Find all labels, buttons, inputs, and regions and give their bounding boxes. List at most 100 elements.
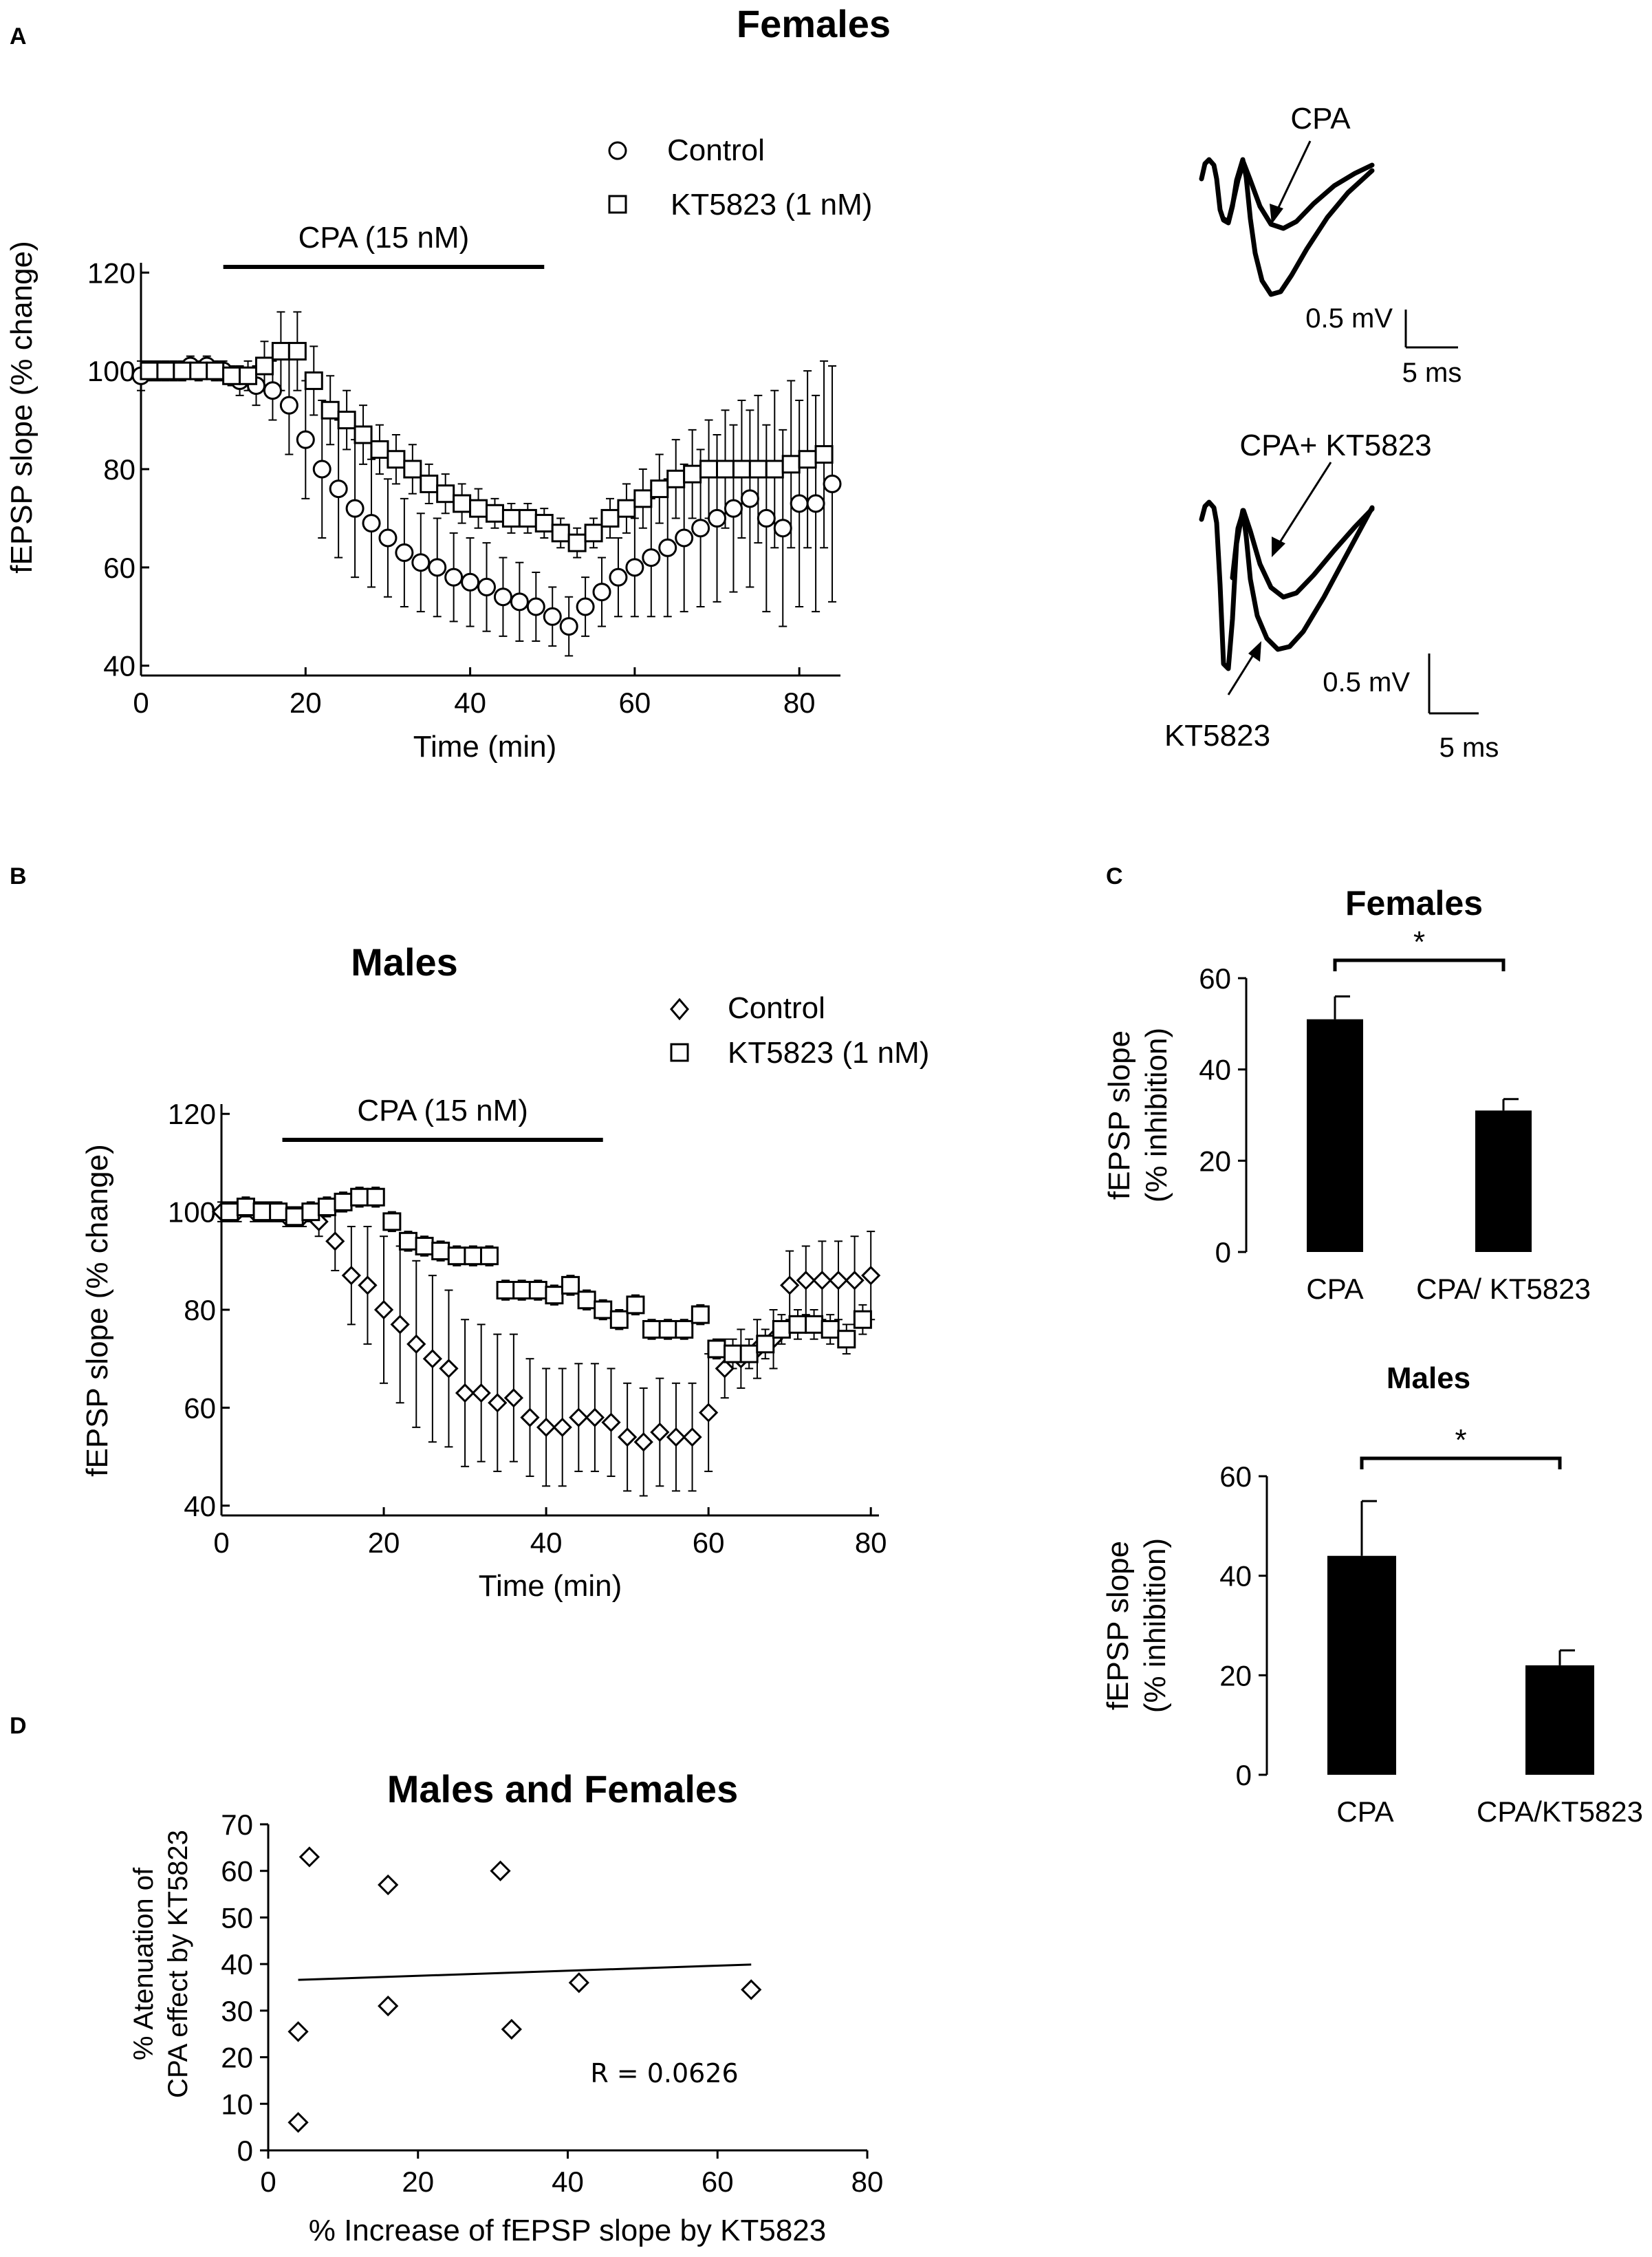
- data-point-square: [739, 1344, 759, 1363]
- trace-kt5823-bottom: [1199, 499, 1375, 671]
- panel-c-females-chart: Females 0 20 40 60 CPA CPA/ KT5823 * fEPSP s…: [1102, 884, 1591, 1305]
- data-point-square: [798, 450, 817, 469]
- data-points: [211, 1187, 881, 1452]
- data-point-square: [805, 1315, 824, 1334]
- legend-label-control: Control: [728, 991, 825, 1025]
- data-point-circle: [691, 519, 710, 538]
- error-bars: [137, 311, 837, 657]
- data-point-square: [431, 1242, 450, 1261]
- scale-label-time-top: 5 ms: [1402, 358, 1462, 388]
- data-point-square: [464, 1246, 483, 1266]
- y-tick-label: 80: [103, 453, 135, 486]
- y-tick-label: 40: [1199, 1054, 1231, 1086]
- data-point-circle: [724, 499, 743, 518]
- y-tick-label: 60: [1199, 962, 1231, 995]
- panel-letter-d: D: [10, 1713, 27, 1739]
- data-point-square: [354, 425, 373, 444]
- treatment-label: CPA (15 nM): [357, 1094, 528, 1127]
- data-point-circle: [790, 494, 809, 513]
- data-point-diamond: [536, 1417, 556, 1437]
- panel-a-chart: Females Control KT5823 (1 nM) 0 20 40 60 80 4…: [5, 2, 891, 764]
- y-tick-label: 40: [184, 1490, 216, 1522]
- data-point-circle: [263, 381, 282, 400]
- data-point-diamond: [585, 1407, 605, 1427]
- data-point-square: [781, 455, 801, 474]
- data-point-square: [691, 1305, 710, 1324]
- data-point-circle: [708, 508, 727, 528]
- data-point-square: [398, 1231, 417, 1251]
- data-point-square: [814, 445, 834, 464]
- category-label: CPA: [1336, 1795, 1393, 1828]
- x-axis-label: % Increase of fEPSP slope by KT5823: [309, 2214, 827, 2247]
- data-point-circle: [592, 583, 611, 602]
- data-point-square: [370, 440, 389, 459]
- data-point-diamond: [699, 1403, 719, 1423]
- x-axis-label: Time (min): [413, 730, 557, 764]
- y-tick-label: 70: [221, 1808, 253, 1841]
- axes: [220, 1104, 879, 1517]
- data-point-diamond: [501, 2018, 522, 2040]
- ticks: 0 20 40 60 80 40 60 80 100 120: [168, 1098, 887, 1559]
- x-tick-label: 60: [702, 2166, 734, 2198]
- data-point-circle: [625, 558, 644, 577]
- data-point-square: [545, 1286, 564, 1305]
- data-point-diamond: [471, 1383, 491, 1403]
- data-point-circle: [823, 474, 842, 493]
- bar: [1525, 1665, 1594, 1775]
- data-point-square: [837, 1330, 856, 1349]
- data-point-square: [479, 1246, 499, 1266]
- data-point-square: [220, 1202, 239, 1222]
- data-point-diamond: [552, 1417, 572, 1437]
- treatment-bar: CPA (15 nM): [282, 1094, 603, 1142]
- data-point-circle: [378, 528, 398, 548]
- data-point-square: [350, 1187, 369, 1207]
- data-point-circle: [395, 543, 414, 562]
- data-point-circle: [477, 577, 497, 596]
- chart-title: Males and Females: [387, 1767, 738, 1811]
- data-point-diamond: [601, 1412, 621, 1432]
- annotation-cpa: CPA: [1290, 102, 1351, 136]
- x-tick-label: 60: [619, 687, 651, 719]
- data-point-circle: [757, 508, 776, 528]
- data-point-circle: [461, 572, 480, 592]
- data-point-circle: [642, 548, 661, 568]
- data-point-square: [140, 361, 159, 380]
- x-tick-label: 20: [402, 2166, 434, 2198]
- treatment-bar: CPA (15 nM): [223, 221, 545, 269]
- data-point-diamond: [828, 1271, 849, 1291]
- data-point-square: [617, 499, 636, 518]
- data-point-diamond: [845, 1271, 865, 1291]
- y-tick-label: 60: [221, 1855, 253, 1888]
- data-point-diamond: [325, 1231, 345, 1251]
- ticks: 0 20 40 60 80 0 10 20 30 40 50 60 70: [221, 1808, 883, 2198]
- data-point-square: [469, 499, 488, 518]
- data-point-diamond: [439, 1359, 459, 1379]
- data-point-circle: [345, 499, 365, 518]
- data-point-square: [252, 1202, 272, 1222]
- data-point-diamond: [373, 1299, 394, 1320]
- category-label: CPA/KT5823: [1477, 1795, 1643, 1828]
- x-tick-label: 0: [260, 2166, 276, 2198]
- data-point-circle: [576, 597, 595, 616]
- panel-c-males-chart: Males 0 20 40 60 CPA CPA/KT5823 * fEPSP slop…: [1101, 1361, 1643, 1828]
- data-point-circle: [543, 607, 562, 626]
- data-point-square: [403, 460, 422, 479]
- y-tick-label: 100: [87, 355, 135, 387]
- data-point-circle: [559, 617, 578, 636]
- data-point-square: [382, 1212, 402, 1231]
- data-point-square: [633, 489, 653, 508]
- data-point-square: [577, 1291, 596, 1310]
- legend-label-kt5823: KT5823 (1 nM): [671, 188, 872, 222]
- y-axis-label: fEPSP slope (% change): [80, 1144, 114, 1476]
- data-point-diamond: [666, 1427, 686, 1447]
- data-point-circle: [312, 460, 332, 479]
- legend-label-kt5823: KT5823 (1 nM): [728, 1036, 929, 1070]
- scale-label-voltage-top: 0.5 mV: [1305, 303, 1393, 334]
- y-tick-label: 20: [1199, 1145, 1231, 1177]
- panel-letter-c: C: [1106, 863, 1123, 889]
- axes: [267, 1824, 867, 2152]
- data-point-square: [707, 1339, 726, 1359]
- y-tick-label: 40: [1219, 1560, 1252, 1592]
- data-point-square: [658, 1319, 677, 1339]
- data-point-diamond: [378, 1874, 399, 1896]
